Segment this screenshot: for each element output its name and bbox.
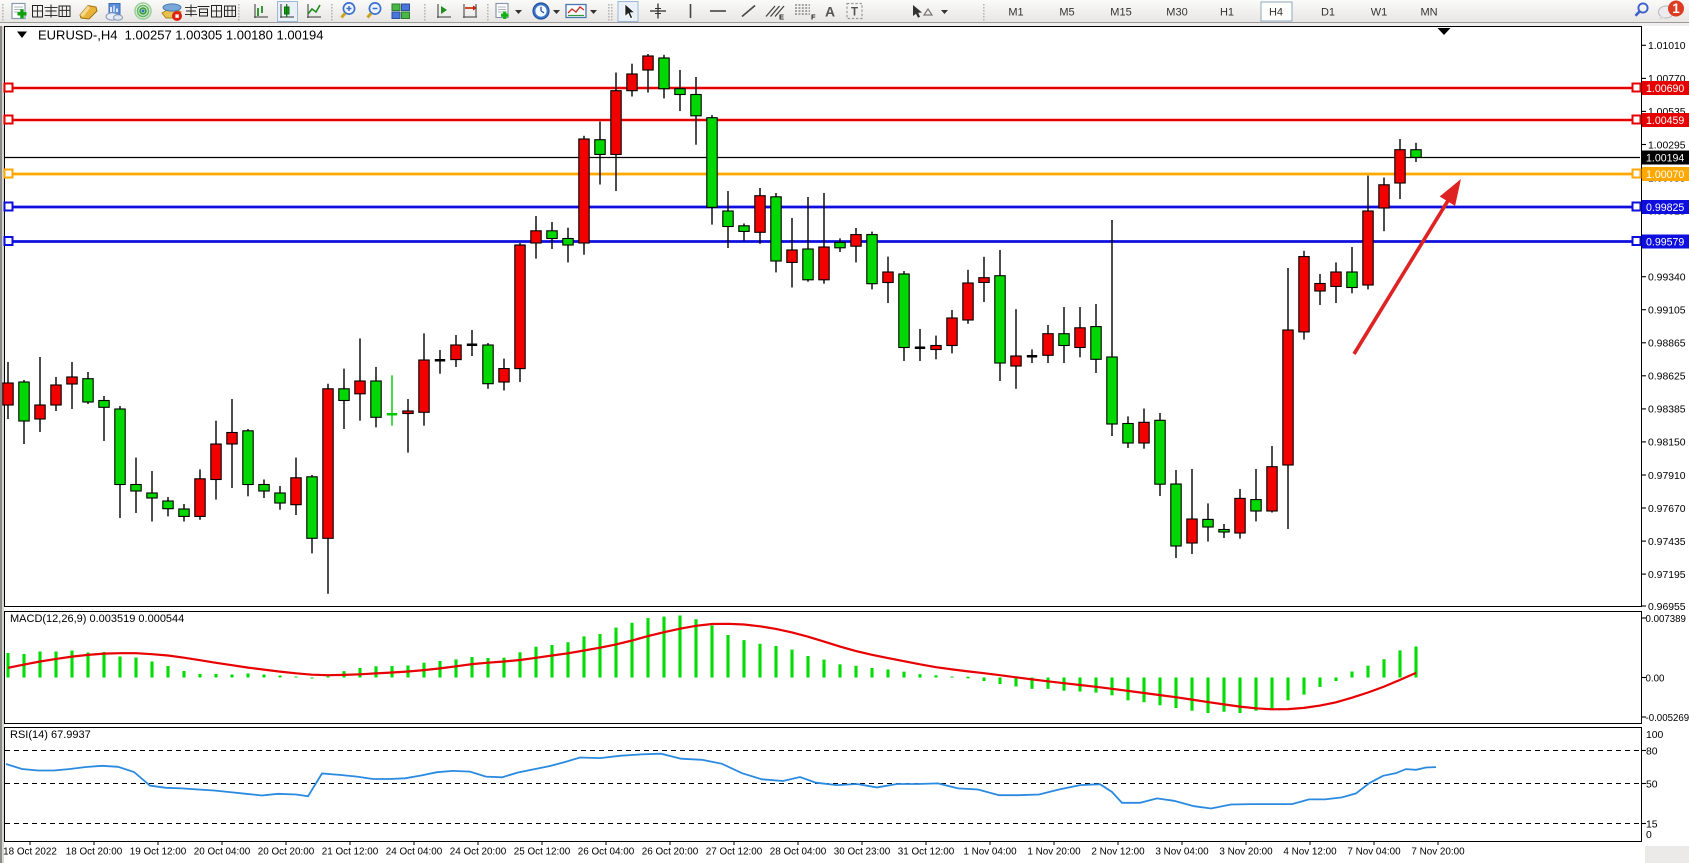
svg-text:1.00535: 1.00535 (1648, 107, 1686, 118)
svg-text:T: T (851, 7, 858, 19)
svg-text:1: 1 (1672, 1, 1680, 16)
svg-text:7 Nov 04:00: 7 Nov 04:00 (1347, 847, 1401, 858)
svg-text:1 Nov 04:00: 1 Nov 04:00 (963, 847, 1017, 858)
svg-text:2 Nov 12:00: 2 Nov 12:00 (1091, 847, 1145, 858)
svg-text:1.00194: 1.00194 (1646, 152, 1684, 164)
svg-text:1.00690: 1.00690 (1646, 83, 1684, 95)
svg-text:1.01010: 1.01010 (1648, 41, 1686, 52)
svg-text:D1: D1 (1321, 6, 1335, 18)
svg-text:25 Oct 12:00: 25 Oct 12:00 (514, 847, 571, 858)
svg-text:3 Nov 04:00: 3 Nov 04:00 (1155, 847, 1209, 858)
svg-text:RSI(14) 67.9937: RSI(14) 67.9937 (10, 729, 91, 741)
svg-text:0.97435: 0.97435 (1648, 537, 1686, 548)
svg-text:H1: H1 (1220, 6, 1234, 18)
svg-text:0.99105: 0.99105 (1648, 306, 1686, 317)
svg-text:0.99825: 0.99825 (1646, 202, 1684, 214)
svg-text:15: 15 (1646, 819, 1658, 830)
svg-text:M1: M1 (1008, 6, 1023, 18)
svg-text:1.00459: 1.00459 (1646, 115, 1684, 127)
svg-text:M5: M5 (1059, 6, 1074, 18)
svg-text:0.00: 0.00 (1646, 673, 1665, 684)
svg-text:26 Oct 20:00: 26 Oct 20:00 (642, 847, 699, 858)
svg-text:0.007389: 0.007389 (1646, 614, 1686, 625)
svg-text:3 Nov 20:00: 3 Nov 20:00 (1219, 847, 1273, 858)
svg-text:26 Oct 04:00: 26 Oct 04:00 (578, 847, 635, 858)
svg-text:0.98385: 0.98385 (1648, 405, 1686, 416)
svg-text:MN: MN (1420, 6, 1437, 18)
svg-text:0.98150: 0.98150 (1648, 438, 1686, 449)
svg-text:1.00295: 1.00295 (1648, 140, 1686, 151)
svg-text:MACD(12,26,9) 0.003519 0.00054: MACD(12,26,9) 0.003519 0.000544 (10, 613, 184, 625)
svg-text:31 Oct 12:00: 31 Oct 12:00 (898, 847, 955, 858)
svg-text:E: E (779, 13, 784, 22)
svg-text:30 Oct 23:00: 30 Oct 23:00 (834, 847, 891, 858)
svg-text:24 Oct 20:00: 24 Oct 20:00 (450, 847, 507, 858)
svg-text:0.96955: 0.96955 (1648, 602, 1686, 613)
svg-text:27 Oct 12:00: 27 Oct 12:00 (706, 847, 763, 858)
svg-text:80: 80 (1646, 746, 1658, 757)
svg-text:4 Nov 12:00: 4 Nov 12:00 (1283, 847, 1337, 858)
svg-text:20 Oct 20:00: 20 Oct 20:00 (258, 847, 315, 858)
svg-text:0.98625: 0.98625 (1648, 372, 1686, 383)
svg-text:18 Oct 20:00: 18 Oct 20:00 (66, 847, 123, 858)
svg-text:24 Oct 04:00: 24 Oct 04:00 (386, 847, 443, 858)
svg-text:W1: W1 (1371, 6, 1388, 18)
svg-text:0.97195: 0.97195 (1648, 570, 1686, 581)
svg-text:1.00770: 1.00770 (1648, 74, 1686, 85)
svg-text:-0.005269: -0.005269 (1646, 713, 1689, 724)
svg-text:EURUSD-,H4 1.00257 1.00305 1.: EURUSD-,H4 1.00257 1.00305 1.00180 1.001… (38, 28, 323, 43)
svg-text:0.99579: 0.99579 (1646, 236, 1684, 248)
svg-text:1.00070: 1.00070 (1646, 169, 1684, 181)
svg-text:0.98865: 0.98865 (1648, 339, 1686, 350)
svg-text:F: F (811, 13, 816, 22)
svg-text:100: 100 (1646, 730, 1664, 741)
svg-text:0.97670: 0.97670 (1648, 504, 1686, 515)
svg-text:28 Oct 04:00: 28 Oct 04:00 (770, 847, 827, 858)
svg-text:M15: M15 (1110, 6, 1131, 18)
svg-text:50: 50 (1646, 779, 1658, 790)
svg-text:20 Oct 04:00: 20 Oct 04:00 (194, 847, 251, 858)
svg-text:H4: H4 (1269, 6, 1283, 18)
svg-text:7 Nov 20:00: 7 Nov 20:00 (1411, 847, 1465, 858)
svg-text:1 Nov 20:00: 1 Nov 20:00 (1027, 847, 1081, 858)
svg-text:0: 0 (1646, 830, 1652, 841)
svg-text:19 Oct 12:00: 19 Oct 12:00 (130, 847, 187, 858)
svg-text:A: A (825, 4, 835, 20)
svg-text:0.97910: 0.97910 (1648, 471, 1686, 482)
svg-text:21 Oct 12:00: 21 Oct 12:00 (322, 847, 379, 858)
svg-text:0.99340: 0.99340 (1648, 273, 1686, 284)
svg-text:18 Oct 2022: 18 Oct 2022 (3, 847, 57, 858)
svg-text:M30: M30 (1166, 6, 1187, 18)
